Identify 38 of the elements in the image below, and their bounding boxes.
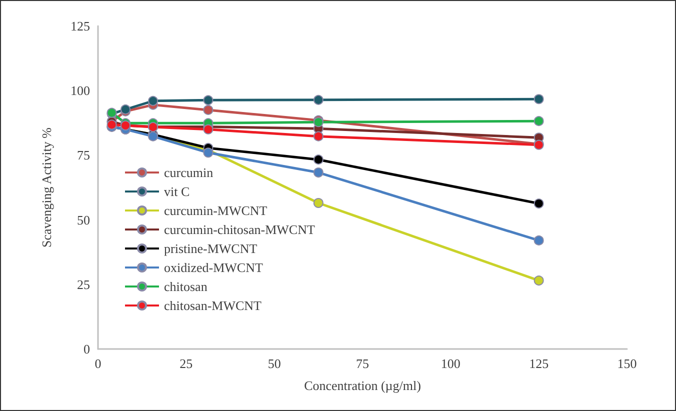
x-tick-label: 50 <box>268 356 281 371</box>
y-tick-label: 125 <box>70 18 90 34</box>
y-tick-label: 50 <box>77 212 90 228</box>
point <box>203 124 214 134</box>
point <box>313 154 324 165</box>
point <box>534 94 544 104</box>
legend-label: chitosan <box>164 279 208 294</box>
legend-label: curcumin <box>164 165 214 180</box>
point <box>148 96 158 106</box>
x-tick-label: 0 <box>94 356 102 371</box>
legend-label: curcumin-chitosan-MWCNT <box>164 222 315 237</box>
legend-label: vit C <box>164 184 190 199</box>
y-tick-label: 75 <box>77 148 90 163</box>
point <box>313 168 324 178</box>
x-tick-label: 75 <box>356 356 369 371</box>
y-tick-label: 100 <box>70 83 90 98</box>
x-tick-label: 150 <box>617 356 637 371</box>
y-tick-label: 0 <box>84 342 90 356</box>
point <box>534 235 544 246</box>
x-axis-title: Concentration (µg/ml) <box>304 378 421 393</box>
point <box>534 116 544 126</box>
legend-label: pristine-MWCNT <box>164 241 258 256</box>
y-axis-title: Scavenging Activity % <box>39 127 54 248</box>
legend-label: chitosan-MWCNT <box>164 298 262 313</box>
x-tick-label: 25 <box>180 356 193 371</box>
point <box>313 94 324 105</box>
point <box>534 276 544 286</box>
point <box>313 198 324 208</box>
point <box>203 148 214 158</box>
point <box>203 95 214 106</box>
point <box>203 104 214 115</box>
y-tick-label: 25 <box>77 276 90 292</box>
x-tick-label: 125 <box>529 356 549 371</box>
legend-label: curcumin-MWCNT <box>164 203 268 218</box>
point <box>313 131 324 142</box>
point <box>534 198 544 209</box>
legend-label: oxidized-MWCNT <box>164 260 263 275</box>
x-tick-label: 100 <box>440 356 460 371</box>
